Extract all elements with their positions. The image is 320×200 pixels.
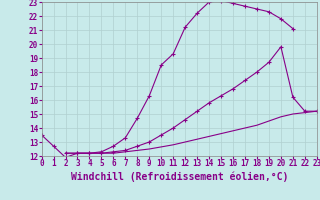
X-axis label: Windchill (Refroidissement éolien,°C): Windchill (Refroidissement éolien,°C): [70, 171, 288, 182]
